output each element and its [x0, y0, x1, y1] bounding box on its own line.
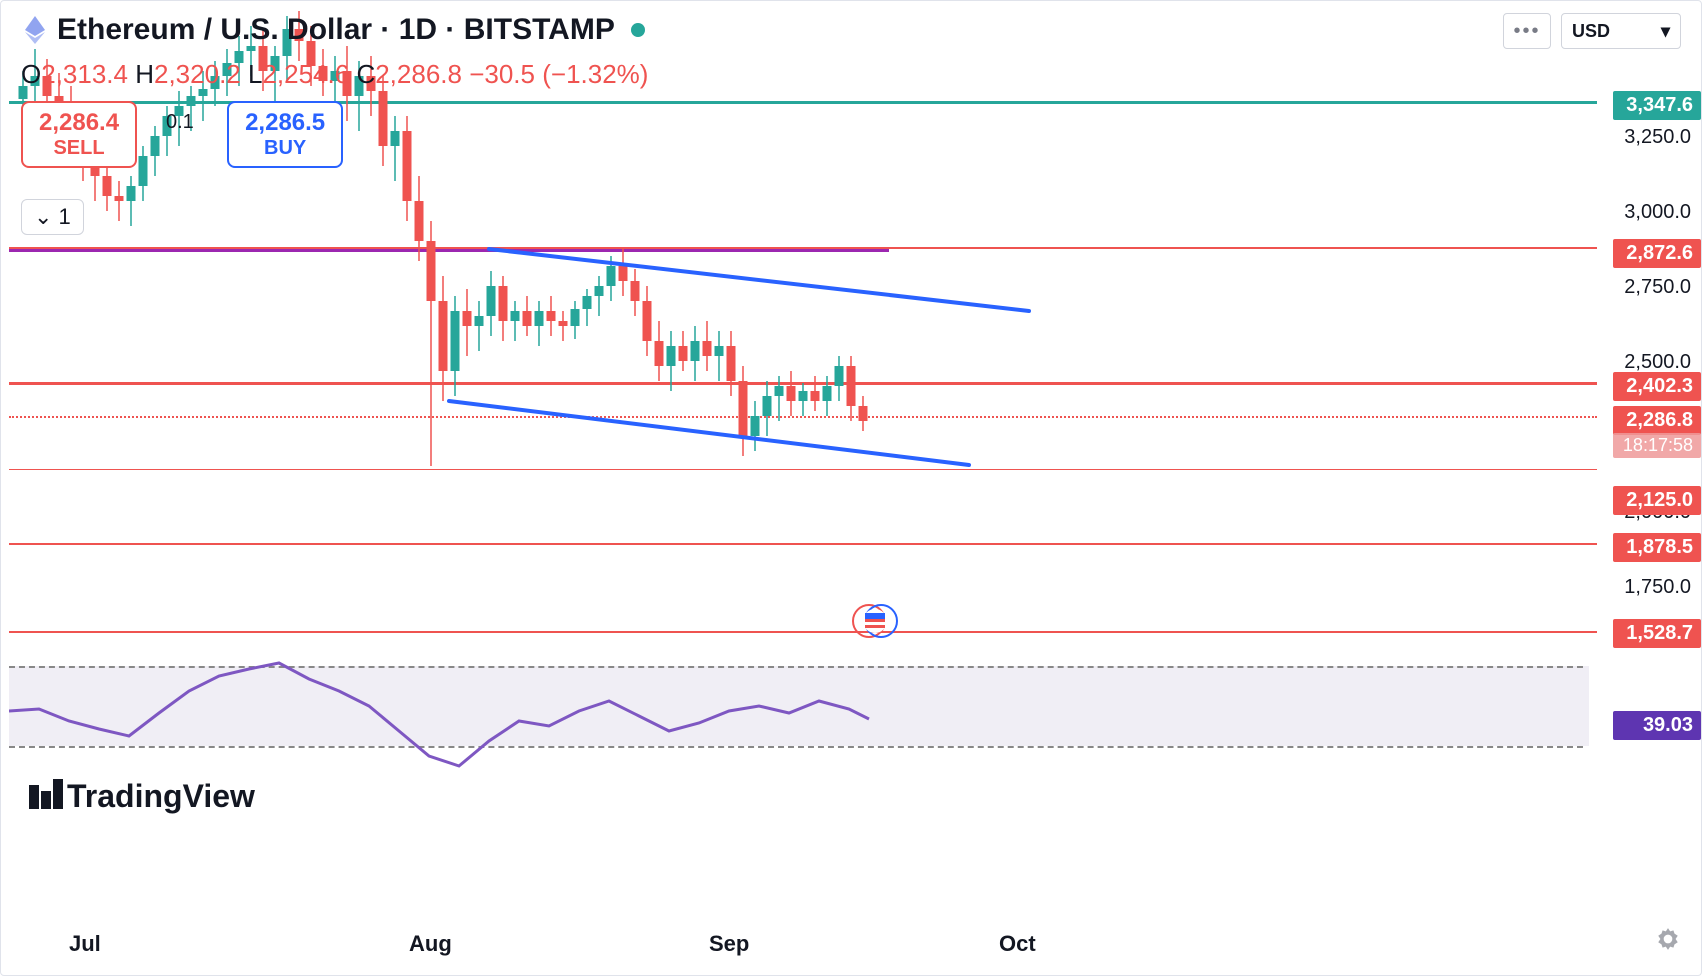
- logo-bars-icon: [29, 785, 63, 809]
- price-badge: 1,528.7: [1613, 619, 1701, 648]
- price-tick: 1,750.0: [1624, 576, 1691, 599]
- buy-button[interactable]: 2,286.5 BUY: [227, 101, 343, 168]
- ohlc-h: 2,320.2: [154, 59, 241, 89]
- ohlc-l-label: L: [248, 59, 262, 89]
- interval-value: 1: [58, 204, 70, 230]
- ethereum-icon: [21, 16, 49, 44]
- time-tick: Sep: [709, 931, 749, 957]
- sell-price: 2,286.4: [39, 109, 119, 137]
- chart-title: Ethereum / U.S. Dollar · 1D · BITSTAMP: [57, 13, 615, 47]
- price-badge: 1,878.5: [1613, 533, 1701, 562]
- interval-legend[interactable]: ⌄ 1: [21, 199, 84, 235]
- ohlc-o-label: O: [21, 59, 41, 89]
- time-tick: Oct: [999, 931, 1036, 957]
- time-tick: Jul: [69, 931, 101, 957]
- chart-header: Ethereum / U.S. Dollar · 1D · BITSTAMP: [21, 13, 645, 47]
- price-badge: 3,347.6: [1613, 91, 1701, 120]
- spread-value: 0.1: [166, 111, 194, 134]
- sell-label: SELL: [39, 137, 119, 160]
- price-tick: 2,750.0: [1624, 276, 1691, 299]
- ohlc-pct: (−1.32%): [542, 59, 648, 89]
- chevron-down-icon: ⌄: [34, 204, 52, 230]
- countdown-badge: 18:17:58: [1613, 433, 1701, 458]
- chart-settings-button[interactable]: [1655, 926, 1681, 957]
- economic-event-icon[interactable]: [851, 601, 901, 641]
- price-tick: 3,250.0: [1624, 126, 1691, 149]
- price-badge: 2,125.0: [1613, 486, 1701, 515]
- ohlc-o: 2,313.4: [41, 59, 128, 89]
- price-axis[interactable]: 3,250.03,000.02,750.02,500.02,000.01,750…: [1589, 1, 1701, 781]
- time-tick: Aug: [409, 931, 452, 957]
- price-badge: 2,286.8: [1613, 406, 1701, 435]
- ohlc-h-label: H: [135, 59, 154, 89]
- tradingview-logo: TradingView: [29, 778, 255, 815]
- ohlc-c-label: C: [356, 59, 375, 89]
- chart-container: Ethereum / U.S. Dollar · 1D · BITSTAMP •…: [0, 0, 1702, 976]
- ohlc-c: 2,286.8: [375, 59, 462, 89]
- ohlc-row: O2,313.4 H2,320.2 L2,254.6 C2,286.8 −30.…: [21, 59, 648, 90]
- rsi-indicator[interactable]: [9, 651, 1589, 776]
- time-axis[interactable]: Jul Aug Sep Oct: [9, 917, 1589, 975]
- price-tick: 3,000.0: [1624, 201, 1691, 224]
- buy-label: BUY: [245, 137, 325, 160]
- rsi-value-badge: 39.03: [1613, 711, 1701, 740]
- status-dot-icon: [631, 23, 645, 37]
- ohlc-l: 2,254.6: [262, 59, 349, 89]
- buy-price: 2,286.5: [245, 109, 325, 137]
- sell-button[interactable]: 2,286.4 SELL: [21, 101, 137, 168]
- ohlc-change: −30.5: [469, 59, 535, 89]
- price-badge: 2,872.6: [1613, 239, 1701, 268]
- price-tick: 2,500.0: [1624, 351, 1691, 374]
- logo-text: TradingView: [67, 778, 255, 815]
- rsi-line-svg: [9, 651, 1591, 776]
- price-badge: 2,402.3: [1613, 372, 1701, 401]
